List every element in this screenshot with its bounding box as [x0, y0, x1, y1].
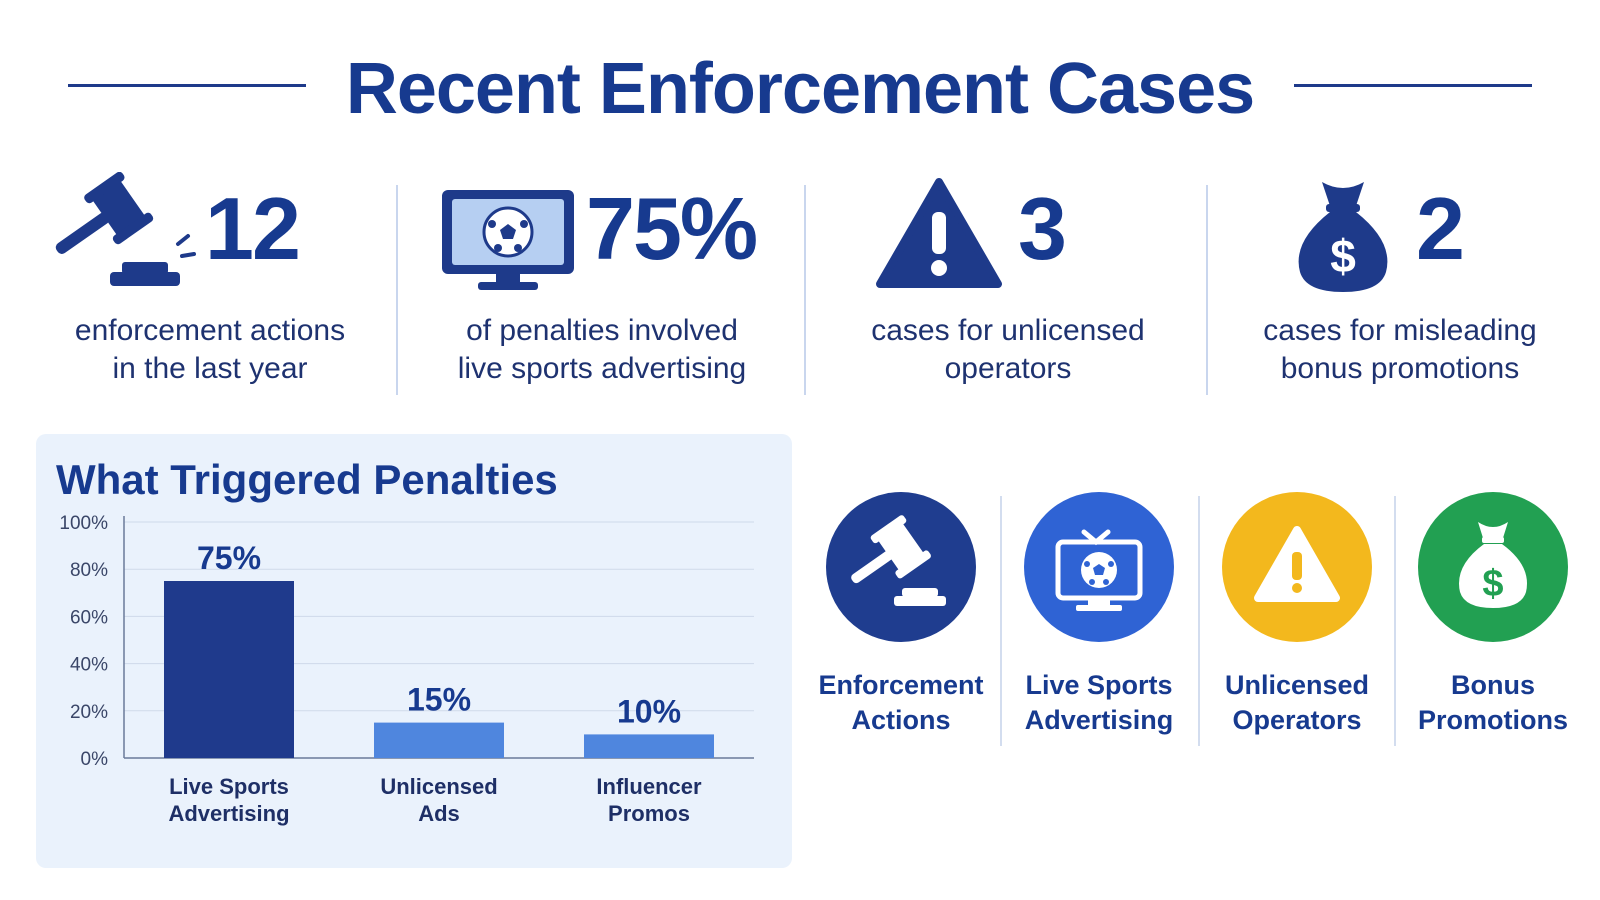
stat-divider: [1206, 185, 1208, 395]
category-label-line1: Unlicensed: [1224, 670, 1370, 700]
category-bonus-promotions-circle: $: [1418, 492, 1568, 642]
warning-icon: [1254, 526, 1340, 602]
stat-value: 2: [1416, 179, 1465, 278]
x-category-label: Live Sports: [169, 774, 289, 799]
category-unlicensed-operators-circle: [1222, 492, 1372, 642]
bar: [164, 581, 294, 758]
stat-desc-line2: live sports advertising: [457, 352, 747, 385]
category-label-bonus-promotions: Bonus Promotions: [1398, 668, 1588, 738]
money-bag-icon: $: [1298, 182, 1388, 292]
stat-desc-line1: cases for misleading: [1263, 314, 1537, 347]
stat-desc-line1: enforcement actions: [74, 314, 346, 347]
y-tick-label: 20%: [70, 702, 108, 723]
title-divider-left: [68, 84, 306, 87]
stat-description: of penalties involved live sports advert…: [432, 312, 772, 388]
stat-bonus-promotions: $ 2 cases for misleading bonus promotion…: [1240, 172, 1560, 402]
y-tick-label: 100%: [59, 513, 108, 534]
category-divider: [1198, 496, 1200, 746]
x-category-label: Promos: [608, 801, 690, 826]
x-category-label: Unlicensed: [380, 774, 497, 799]
stat-desc-line1: of penalties involved: [466, 314, 738, 347]
category-label-line1: Live Sports: [1025, 670, 1173, 700]
bar-value-label: 15%: [407, 682, 471, 718]
chart-title: What Triggered Penalties: [56, 456, 558, 503]
category-label-line1: Enforcement: [818, 670, 984, 700]
stat-desc-line2: bonus promotions: [1280, 352, 1520, 385]
tv-soccer-icon: [1055, 529, 1143, 611]
category-label-line2: Promotions: [1417, 705, 1568, 735]
stat-desc-line2: in the last year: [112, 352, 308, 385]
stat-live-sports: 75% of penalties involved live sports ad…: [432, 172, 772, 402]
y-tick-label: 80%: [70, 560, 108, 581]
category-label-live-sports: Live Sports Advertising: [1004, 668, 1194, 738]
warning-icon: [876, 178, 1002, 288]
category-label-unlicensed-operators: Unlicensed Operators: [1202, 668, 1392, 738]
page-title: Recent Enforcement Cases: [345, 49, 1255, 129]
x-category-label: Influencer: [596, 774, 702, 799]
category-label-line1: Bonus: [1451, 670, 1535, 700]
gavel-icon: [851, 515, 946, 606]
stat-divider: [804, 185, 806, 395]
category-enforcement-actions-circle: [826, 492, 976, 642]
stat-unlicensed-operators: 3 cases for unlicensed operators: [838, 172, 1178, 402]
category-label-enforcement-actions: Enforcement Actions: [806, 668, 996, 738]
monitor-soccer-icon: [442, 190, 574, 290]
y-tick-label: 0%: [81, 749, 109, 770]
bar-value-label: 75%: [197, 540, 261, 576]
money-bag-icon: $: [1459, 522, 1527, 608]
gavel-icon: [55, 172, 196, 286]
stat-desc-line1: cases for unlicensed: [871, 314, 1145, 347]
bar: [584, 734, 714, 758]
svg-text:$: $: [1330, 230, 1356, 282]
category-label-line2: Operators: [1232, 705, 1362, 735]
bar: [374, 722, 504, 758]
y-tick-label: 40%: [70, 655, 108, 676]
stat-enforcement-actions: 12 enforcement actions in the last year: [40, 172, 380, 402]
stat-description: cases for unlicensed operators: [838, 312, 1178, 388]
category-label-line2: Actions: [851, 705, 951, 735]
bar-chart: 0% 20% 40% 60% 80% 100% 75% Live SportsAdvertis…: [59, 513, 754, 826]
svg-text:$: $: [1482, 563, 1503, 605]
x-category-label: Advertising: [168, 801, 289, 826]
chart-panel: What Triggered Penalties 0% 20% 40% 60% 80% 1…: [36, 434, 792, 868]
category-label-line2: Advertising: [1024, 705, 1174, 735]
title-divider-right: [1294, 84, 1532, 87]
stat-description: enforcement actions in the last year: [40, 312, 380, 388]
stat-value: 75%: [586, 179, 758, 278]
category-live-sports-circle: [1024, 492, 1174, 642]
stat-divider: [396, 185, 398, 395]
bar-value-label: 10%: [617, 693, 681, 729]
x-category-label: Ads: [418, 801, 460, 826]
category-divider: [1394, 496, 1396, 746]
category-divider: [1000, 496, 1002, 746]
stat-desc-line2: operators: [944, 352, 1072, 385]
stat-value: 3: [1018, 179, 1067, 278]
stat-value: 12: [205, 179, 301, 278]
y-tick-label: 60%: [70, 607, 108, 628]
title-row: Recent Enforcement Cases: [0, 40, 1600, 130]
stat-description: cases for misleading bonus promotions: [1240, 312, 1560, 388]
